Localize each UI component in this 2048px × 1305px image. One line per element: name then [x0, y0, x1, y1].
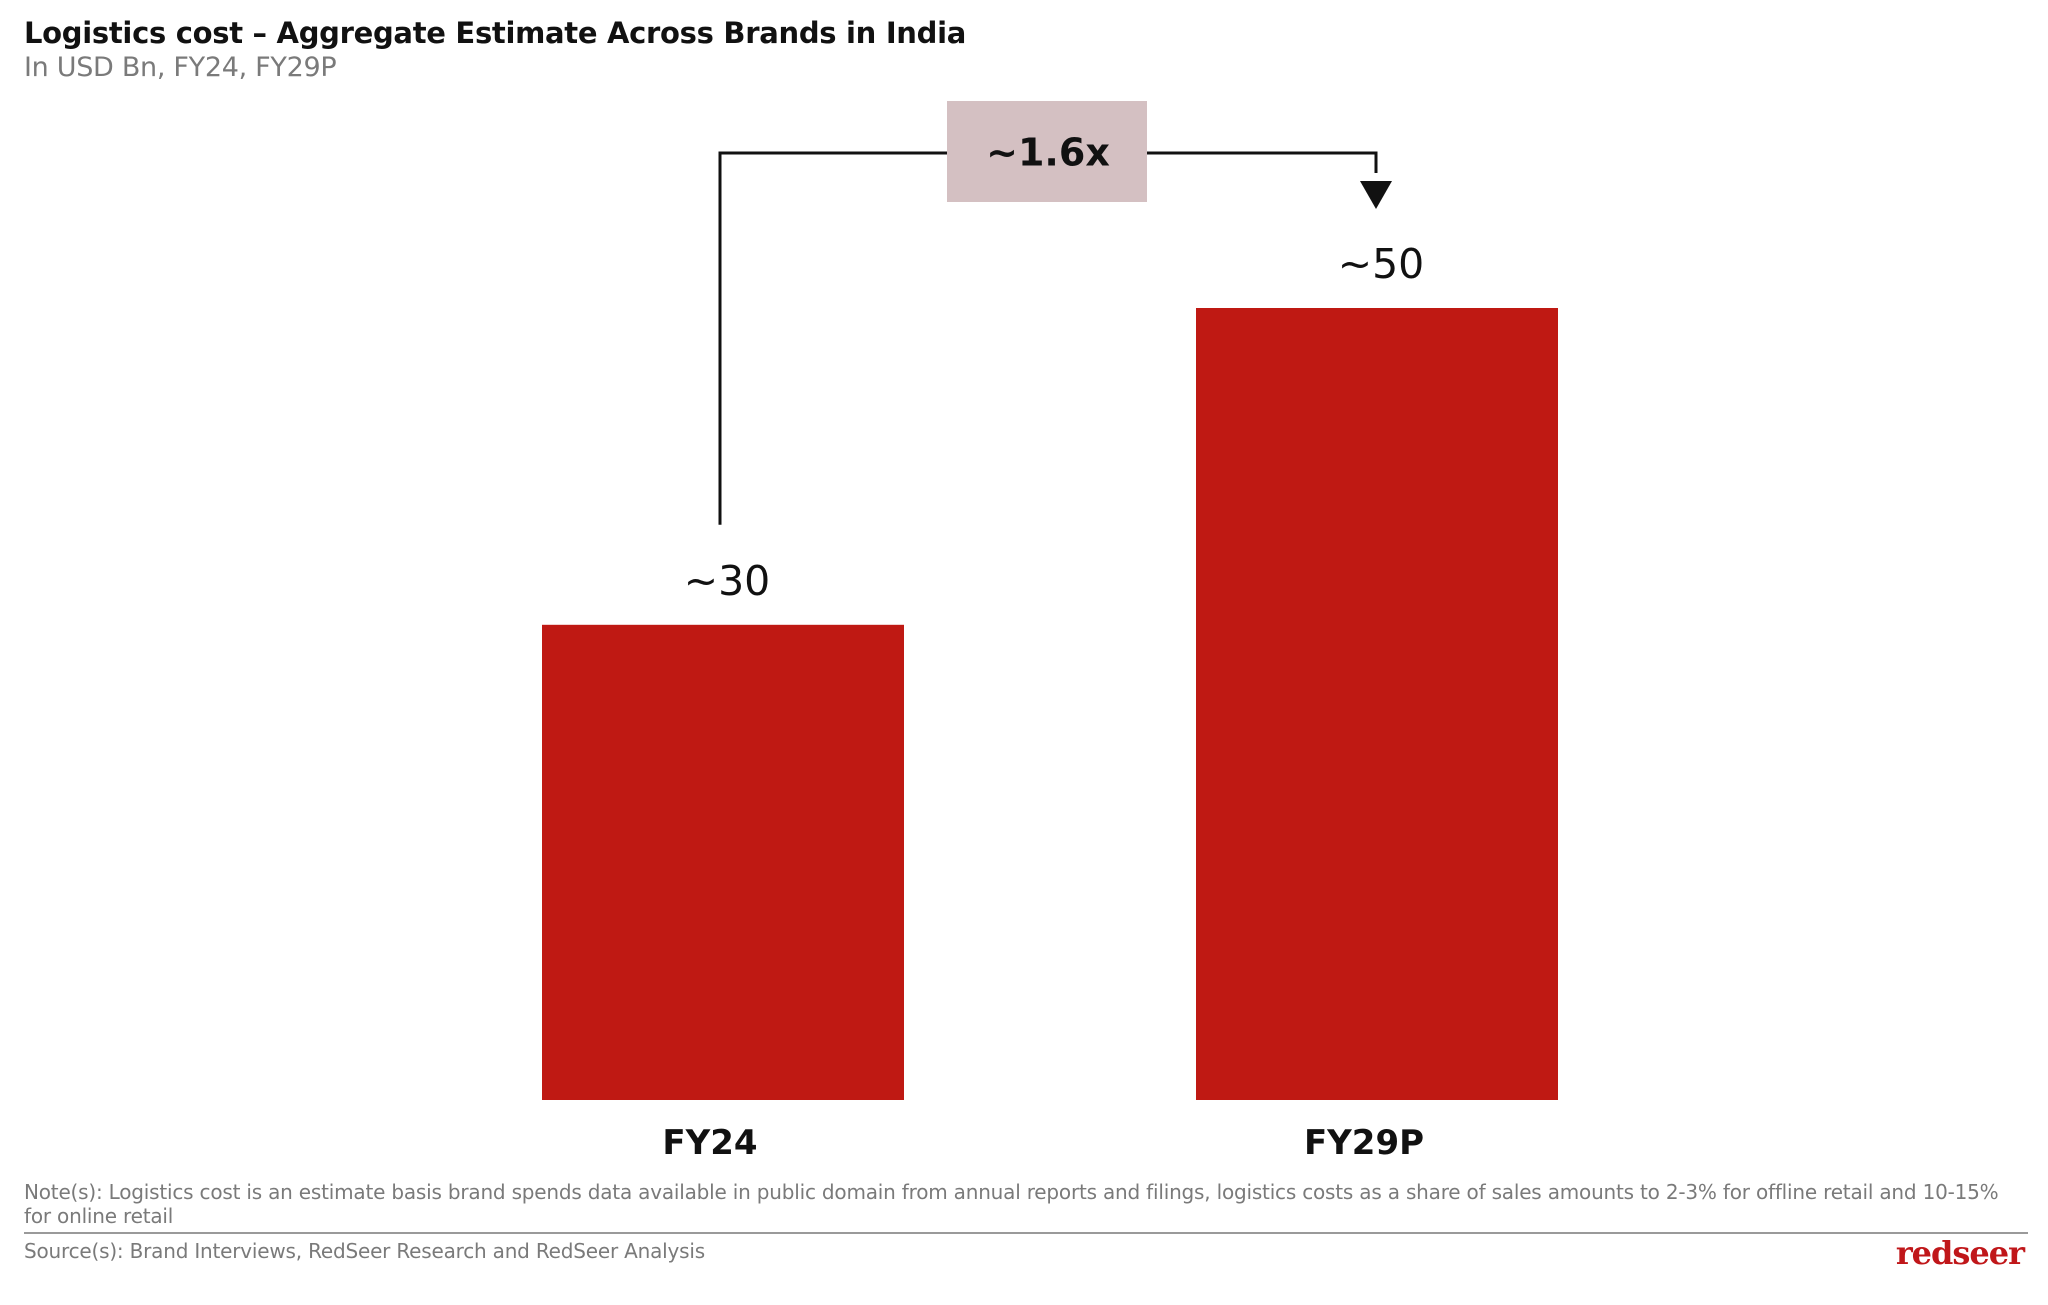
footer-divider: [24, 1232, 2028, 1234]
growth-label: ~1.6x: [986, 131, 1110, 175]
brand-logo: redseer: [1895, 1234, 2025, 1272]
bar-fy29p: [1196, 308, 1558, 1100]
growth-label-box: [947, 101, 1147, 202]
data-label-fy24: ~30: [684, 557, 771, 605]
source-note: Source(s): Brand Interviews, RedSeer Res…: [24, 1239, 705, 1263]
arrow-down-icon: [1360, 181, 1392, 209]
category-label-fy29p: FY29P: [1304, 1123, 1424, 1163]
bar-fy24: [542, 624, 904, 1100]
bar-chart: ~30 FY24 ~50 FY29P ~1.6x: [542, 101, 1558, 1163]
chart-subtitle: In USD Bn, FY24, FY29P: [24, 52, 337, 83]
footnote: Note(s): Logistics cost is an estimate b…: [24, 1180, 1999, 1228]
chart-title: Logistics cost – Aggregate Estimate Acro…: [24, 16, 967, 50]
category-label-fy24: FY24: [662, 1123, 757, 1163]
data-label-fy29p: ~50: [1338, 240, 1425, 288]
